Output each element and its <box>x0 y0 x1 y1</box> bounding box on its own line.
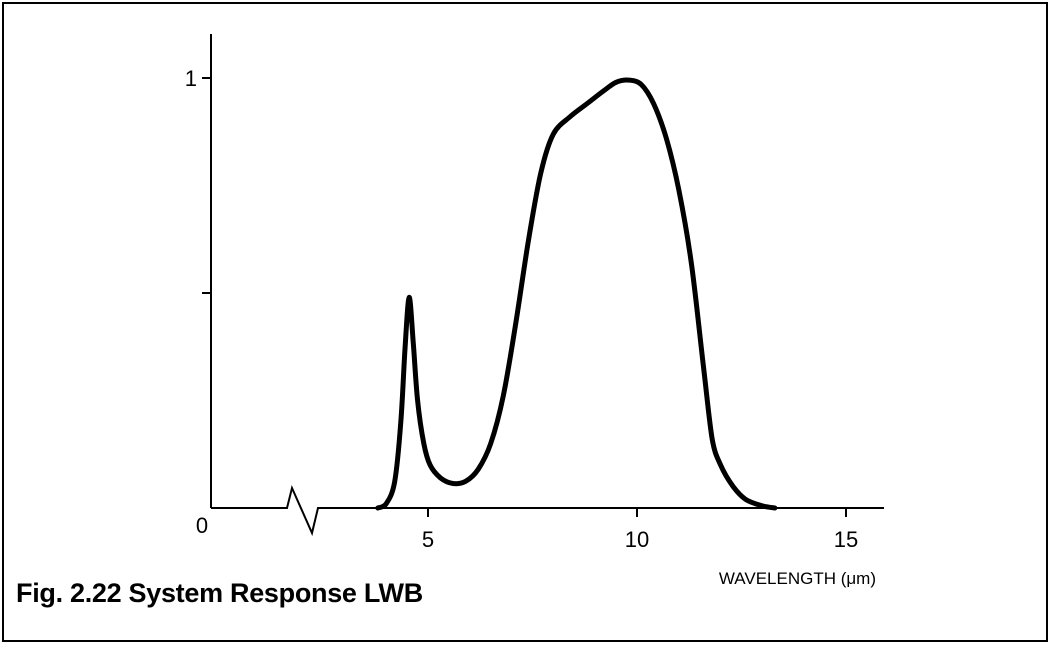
x-axis-label: WAVELENGTH (μm) <box>719 569 876 588</box>
figure-caption: Fig. 2.22 System Response LWB <box>16 578 423 608</box>
x-axis-line-with-break <box>211 484 884 537</box>
x-tick-label: 15 <box>834 527 858 552</box>
chart-axes <box>210 34 884 537</box>
origin-label: 0 <box>196 513 208 538</box>
x-tick-label: 10 <box>625 527 649 552</box>
y-tick-label: 1 <box>185 66 197 91</box>
chart-series <box>375 77 778 511</box>
x-tick-label: 5 <box>422 527 434 552</box>
response-curve <box>375 77 778 511</box>
chart-ticks <box>202 77 847 517</box>
